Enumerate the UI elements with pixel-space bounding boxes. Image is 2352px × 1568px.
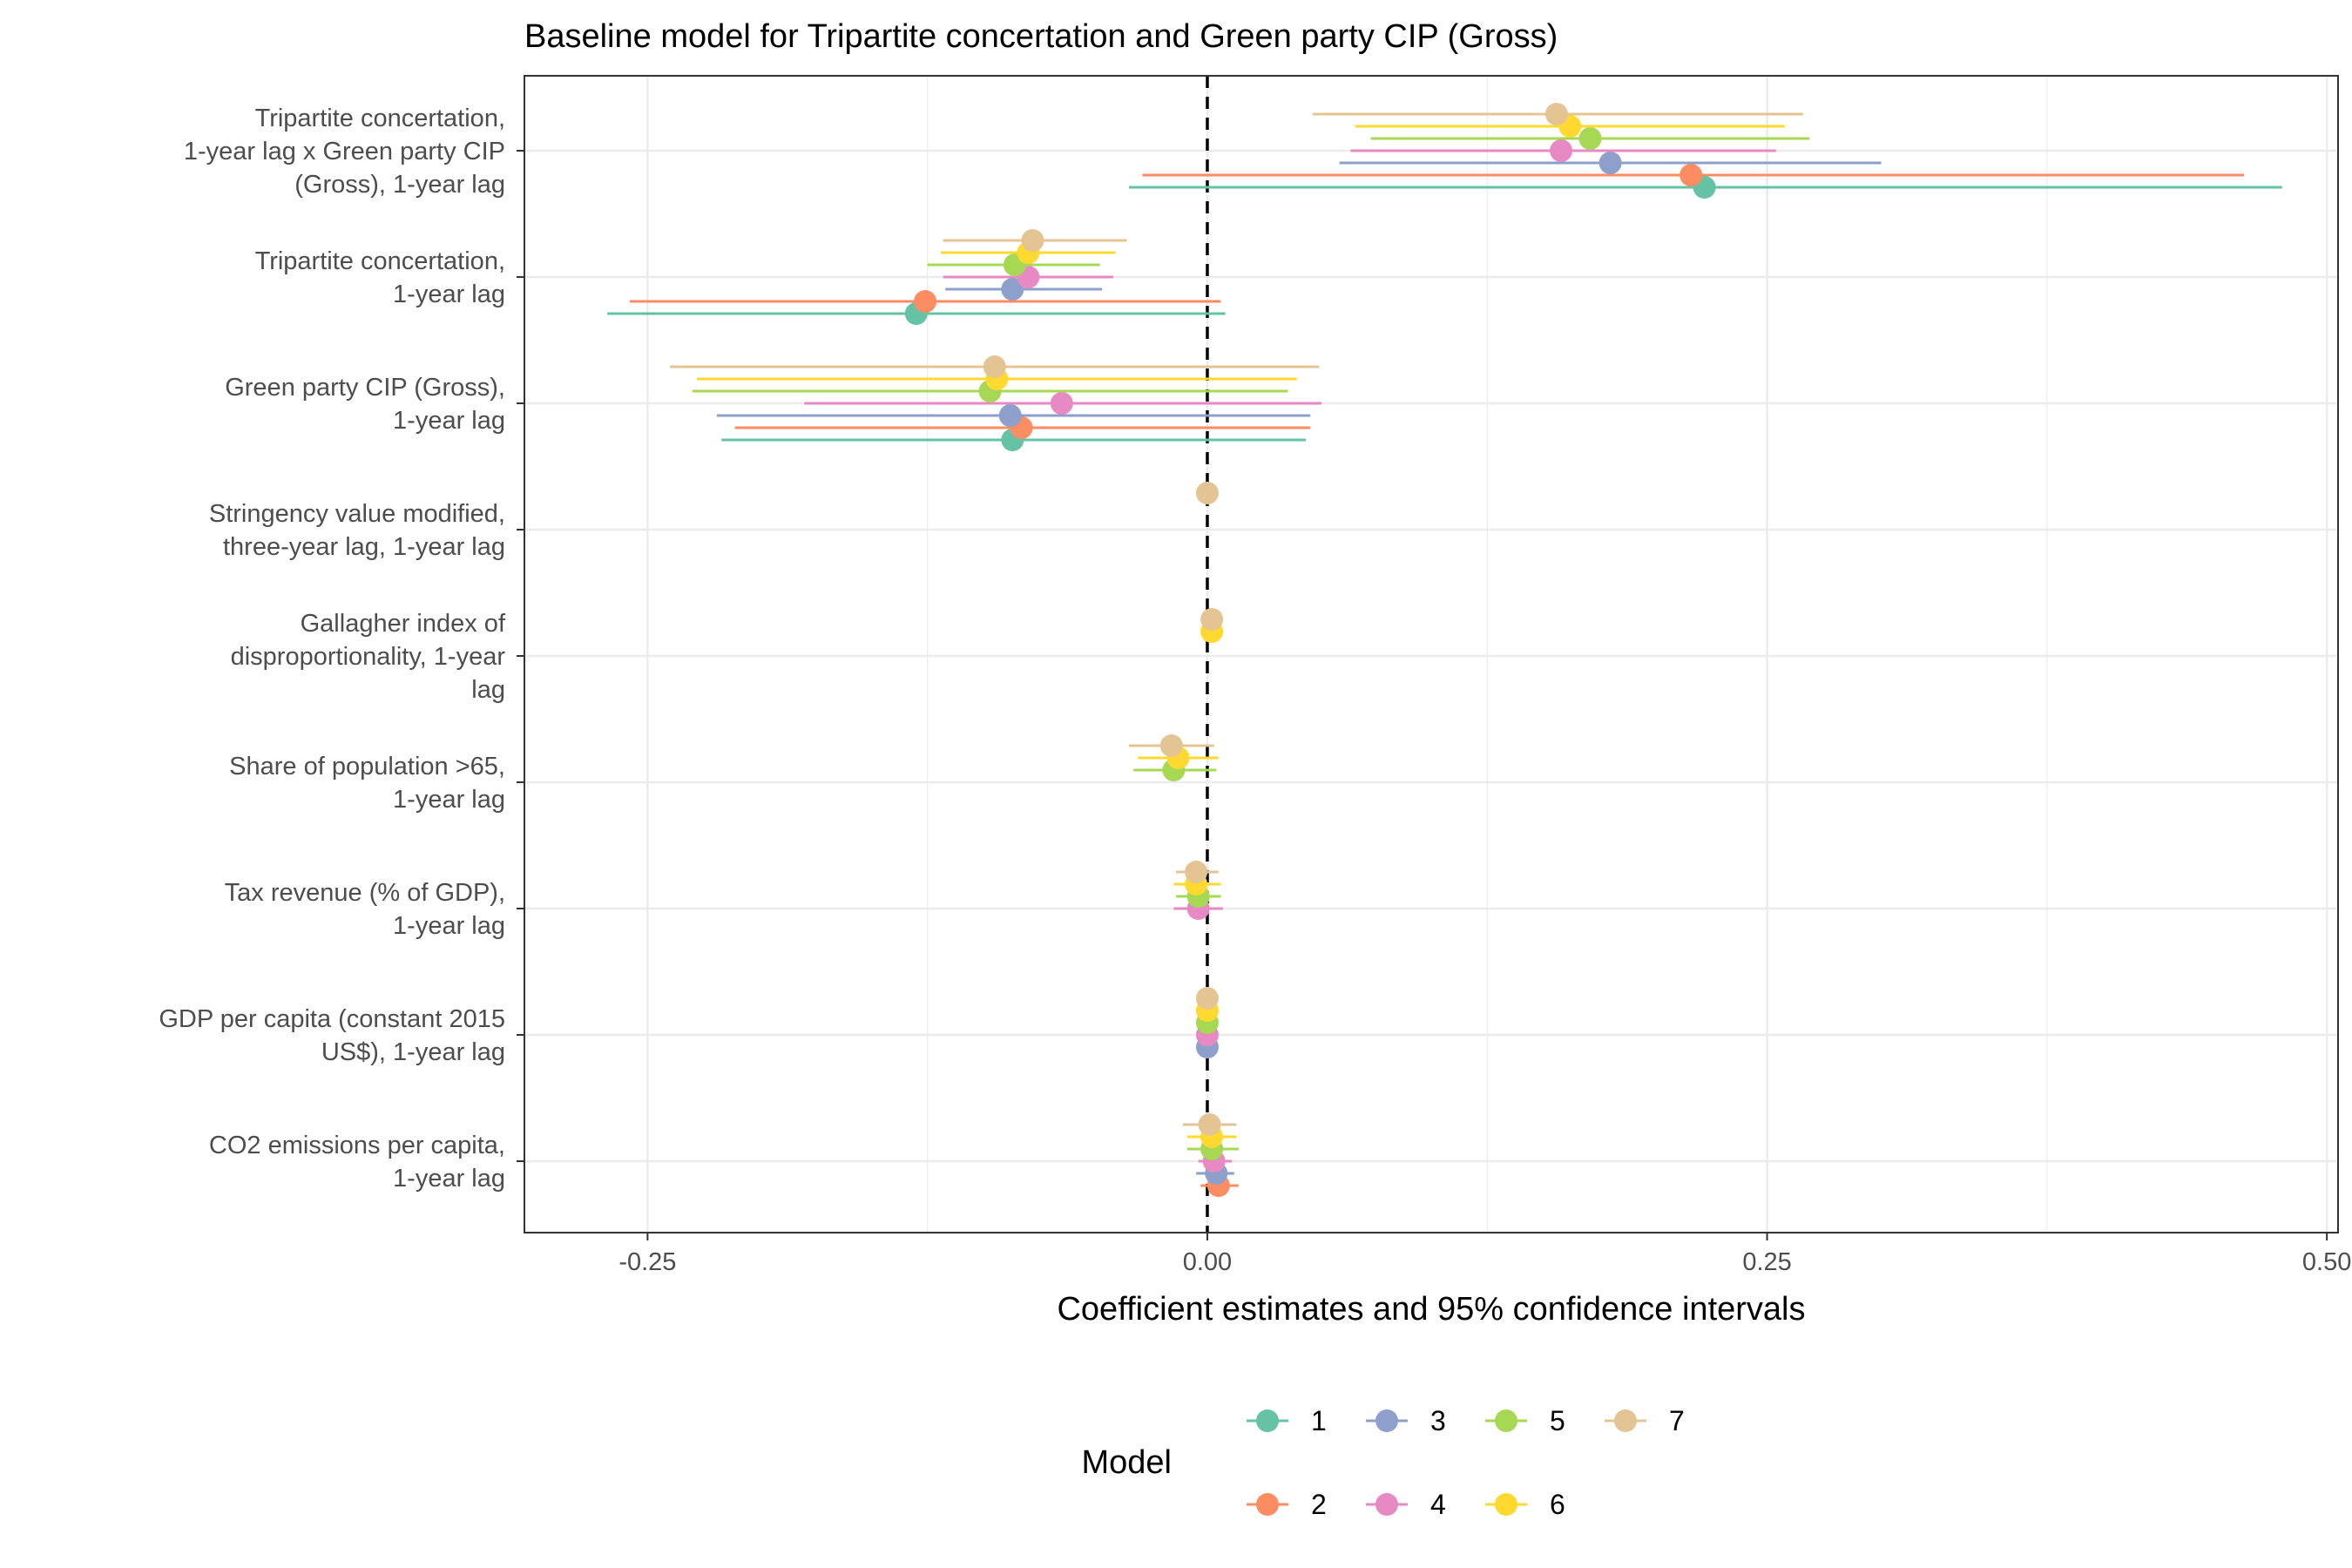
estimate-point bbox=[1200, 608, 1224, 631]
estimate-point bbox=[1198, 1113, 1221, 1136]
y-axis-label: Tax revenue (% of GDP), 1-year lag bbox=[225, 879, 505, 940]
legend-title: Model bbox=[1082, 1444, 1173, 1481]
estimate-point bbox=[1185, 861, 1208, 883]
estimate-point bbox=[998, 404, 1022, 427]
legend-key-point bbox=[1375, 1493, 1398, 1516]
legend-key-point bbox=[1495, 1493, 1517, 1516]
estimate-point bbox=[983, 355, 1006, 378]
x-axis-title: Coefficient estimates and 95% confidence… bbox=[1057, 1291, 1805, 1328]
legend-key-point bbox=[1495, 1409, 1517, 1432]
y-axis-label-line: US$), 1-year lag bbox=[321, 1038, 505, 1066]
legend-item: 2 bbox=[1247, 1489, 1327, 1520]
y-axis-label: Stringency value modified, three-year lag… bbox=[209, 500, 505, 561]
x-axis-tick-label: 0.25 bbox=[1742, 1248, 1791, 1276]
legend-key-point bbox=[1256, 1409, 1279, 1432]
y-axis-label-line: Tripartite concertation, bbox=[255, 105, 505, 132]
legend-item: 4 bbox=[1366, 1489, 1446, 1520]
y-axis-label-line: 1-year lag bbox=[393, 280, 505, 308]
y-axis-label-line: three-year lag, 1-year lag bbox=[223, 533, 505, 561]
y-axis-label: CO2 emissions per capita, 1-year lag bbox=[209, 1132, 505, 1193]
x-axis: -0.25 0.00 0.25 0.50 bbox=[618, 1233, 2351, 1276]
y-axis-label-line: CO2 emissions per capita, bbox=[209, 1132, 505, 1159]
y-axis-label-line: 1-year lag x Green party CIP bbox=[184, 138, 505, 166]
estimate-point bbox=[1578, 127, 1602, 150]
y-axis-label-line: Stringency value modified, bbox=[209, 500, 505, 528]
x-axis-tick-label: 0.00 bbox=[1183, 1248, 1232, 1276]
legend-label: 4 bbox=[1430, 1489, 1446, 1520]
legend-item: 1 bbox=[1247, 1405, 1327, 1436]
estimate-point bbox=[1159, 734, 1183, 757]
estimate-point bbox=[1550, 139, 1573, 162]
legend-item: 5 bbox=[1485, 1405, 1565, 1436]
estimate-point bbox=[914, 290, 937, 313]
y-axis-label: Gallagher index of disproportionality, 1-… bbox=[231, 610, 506, 704]
estimate-point bbox=[1195, 987, 1219, 1010]
y-axis-label: Green party CIP (Gross), 1-year lag bbox=[225, 374, 505, 435]
legend-item: 7 bbox=[1605, 1405, 1685, 1436]
plot-panel-border bbox=[524, 75, 2339, 1233]
y-axis-label-line: Tax revenue (% of GDP), bbox=[225, 879, 505, 907]
x-axis-tick-label: -0.25 bbox=[618, 1248, 676, 1276]
y-axis-label: Tripartite concertation, 1-year lag bbox=[255, 247, 505, 308]
legend-label: 5 bbox=[1550, 1405, 1565, 1436]
y-axis-label: GDP per capita (constant 2015 US$), 1-yea… bbox=[159, 1005, 505, 1066]
y-axis-label-line: GDP per capita (constant 2015 bbox=[159, 1005, 505, 1033]
estimate-point bbox=[1544, 103, 1568, 125]
legend-label: 6 bbox=[1550, 1489, 1565, 1520]
legend-label: 1 bbox=[1311, 1405, 1327, 1436]
y-axis: Tripartite concertation, 1-year lag x Gre… bbox=[159, 105, 524, 1193]
estimate-point bbox=[1050, 392, 1073, 415]
legend-label: 2 bbox=[1311, 1489, 1327, 1520]
y-axis-label-line: Share of population >65, bbox=[229, 753, 505, 781]
chart-title: Baseline model for Tripartite concertati… bbox=[524, 18, 1558, 55]
estimate-point bbox=[1680, 164, 1703, 186]
legend-key-point bbox=[1614, 1409, 1637, 1432]
y-axis-label-line: 1-year lag bbox=[393, 407, 505, 435]
grid bbox=[524, 76, 2338, 1233]
y-axis-label-line: 1-year lag bbox=[393, 786, 505, 814]
legend: Model 1 2 3 4 5 6 7 bbox=[1082, 1405, 1685, 1520]
y-axis-label-line: Gallagher index of bbox=[301, 610, 506, 638]
x-axis-tick-label: 0.50 bbox=[2302, 1248, 2351, 1276]
legend-label: 7 bbox=[1669, 1405, 1685, 1436]
data-layer bbox=[607, 103, 2282, 1197]
y-axis-label-line: (Gross), 1-year lag bbox=[294, 171, 505, 199]
estimate-point bbox=[1195, 482, 1219, 504]
estimate-point bbox=[1001, 278, 1024, 301]
legend-item: 6 bbox=[1485, 1489, 1565, 1520]
estimate-point bbox=[1598, 152, 1622, 174]
y-axis-label: Tripartite concertation, 1-year lag x Gre… bbox=[184, 105, 505, 199]
y-axis-label-line: Tripartite concertation, bbox=[255, 247, 505, 275]
y-axis-label-line: Green party CIP (Gross), bbox=[225, 374, 505, 402]
legend-key-point bbox=[1256, 1493, 1279, 1516]
estimate-point bbox=[1021, 229, 1044, 252]
y-axis-label-line: lag bbox=[471, 676, 505, 704]
legend-key-point bbox=[1375, 1409, 1398, 1432]
y-axis-label-line: 1-year lag bbox=[393, 1165, 505, 1193]
y-axis-label-line: 1-year lag bbox=[393, 912, 505, 940]
legend-item: 3 bbox=[1366, 1405, 1446, 1436]
y-axis-label-line: disproportionality, 1-year bbox=[231, 643, 506, 671]
legend-label: 3 bbox=[1430, 1405, 1446, 1436]
y-axis-label: Share of population >65, 1-year lag bbox=[229, 753, 505, 814]
